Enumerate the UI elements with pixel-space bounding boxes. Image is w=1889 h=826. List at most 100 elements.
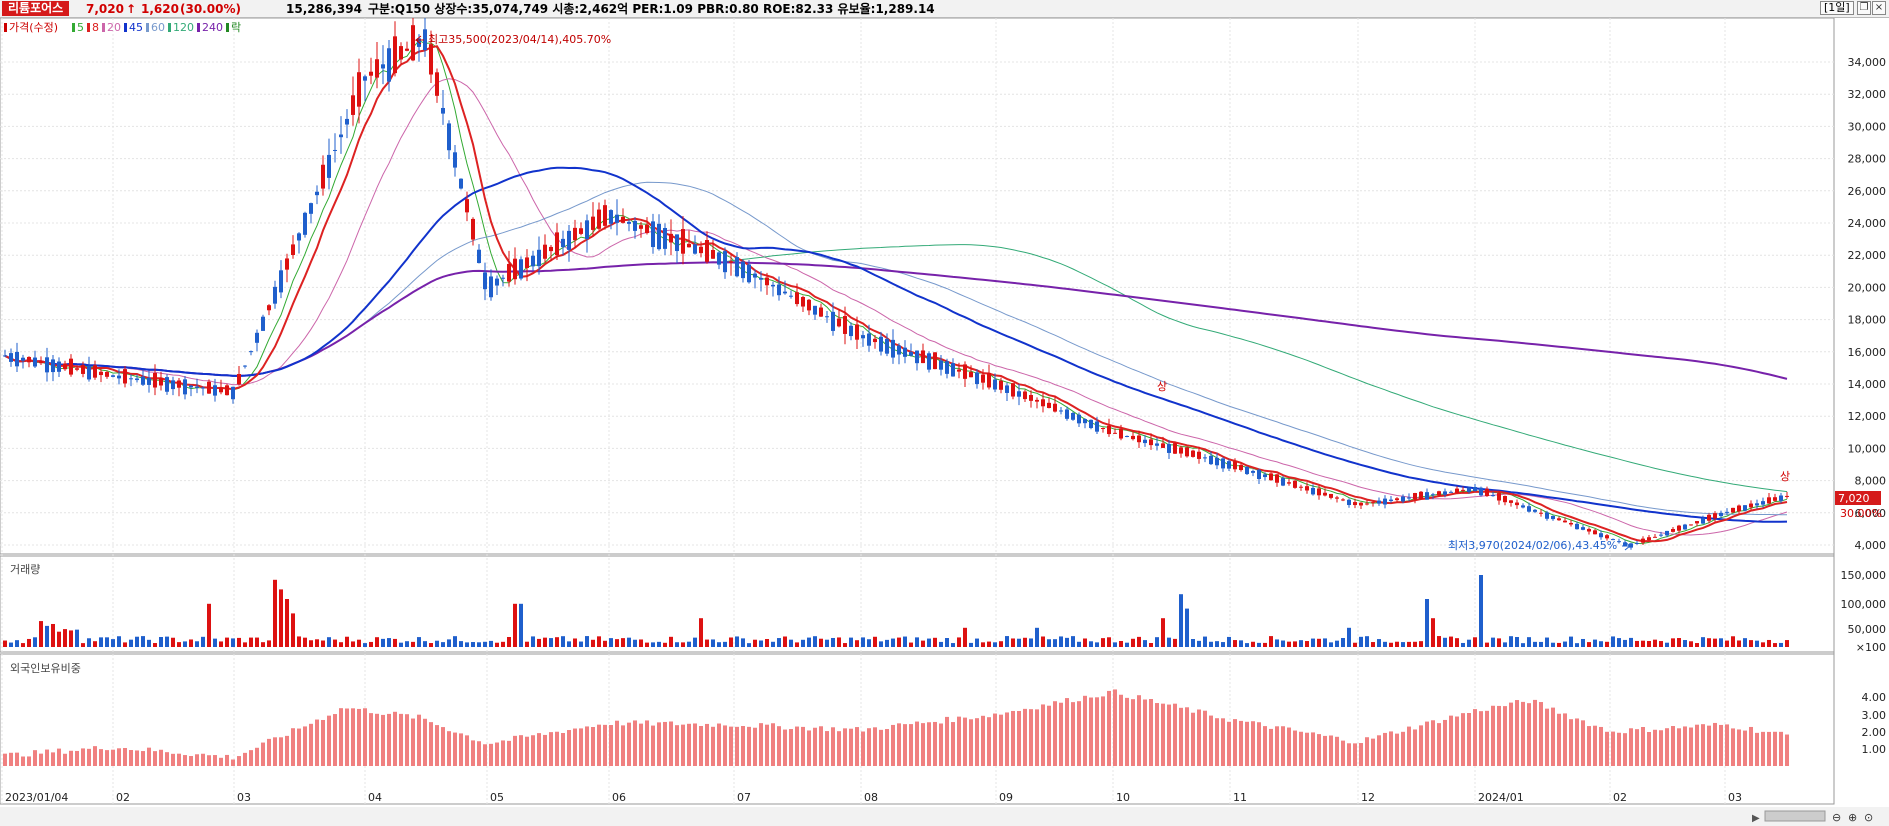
foreign-bar xyxy=(567,730,571,766)
x-tick-label: 03 xyxy=(237,791,251,804)
volume-bar xyxy=(1413,641,1417,647)
candle xyxy=(51,359,55,373)
price-legend: 가격(수정) 5 8 20 45 60 120 240 락 xyxy=(4,21,241,34)
candle xyxy=(723,251,727,273)
volume-bar xyxy=(1731,636,1735,647)
chart-area[interactable]: 가격(수정) 5 8 20 45 60 120 240 락 34,000 32,000 30,000… xyxy=(0,18,1889,826)
foreign-bar xyxy=(1713,722,1717,766)
candle xyxy=(1215,457,1219,466)
volume-bar xyxy=(825,639,829,647)
candle xyxy=(939,360,943,370)
volume-bar xyxy=(489,640,493,647)
foreign-bar xyxy=(1029,709,1033,766)
candle xyxy=(1533,509,1537,512)
foreign-bar xyxy=(387,713,391,766)
volume-bar xyxy=(1095,642,1099,647)
volume-bar xyxy=(1563,641,1567,647)
foreign-bar xyxy=(1299,731,1303,766)
foreign-bar xyxy=(663,721,667,766)
foreign-bar xyxy=(315,719,319,766)
stock-name[interactable]: 리튬포어스 xyxy=(2,1,70,16)
zoom-reset-icon[interactable]: ⊙ xyxy=(1864,811,1873,824)
candle xyxy=(591,216,595,230)
candle xyxy=(849,325,853,337)
candle xyxy=(891,339,895,358)
candle xyxy=(1473,487,1477,492)
candle xyxy=(1455,488,1459,493)
y-tick-label: 22,000 xyxy=(1848,249,1887,262)
foreign-bar xyxy=(1017,710,1021,766)
foreign-bar xyxy=(147,747,151,766)
candle xyxy=(1653,536,1657,538)
foreign-bar xyxy=(1503,706,1507,766)
candle xyxy=(1005,385,1009,393)
candle xyxy=(1581,527,1585,530)
candle xyxy=(1509,500,1513,503)
candle xyxy=(615,214,619,223)
candle xyxy=(1461,489,1465,491)
volume-bar xyxy=(369,641,373,647)
up-arrow-icon: ↑ xyxy=(126,2,137,16)
zoom-in-icon[interactable]: ⊕ xyxy=(1848,811,1857,824)
volume-bar xyxy=(915,637,919,647)
candle xyxy=(1143,439,1147,444)
legend-label: 240 xyxy=(202,21,223,34)
limit-up-mark: 상 xyxy=(1780,470,1790,483)
candle xyxy=(1197,451,1201,459)
zoom-out-icon[interactable]: ⊖ xyxy=(1832,811,1841,824)
candle xyxy=(243,365,247,367)
foreign-bar xyxy=(405,714,409,766)
candle xyxy=(1293,480,1297,488)
candle xyxy=(1773,497,1777,501)
volume-bar xyxy=(549,638,553,647)
volume-bar xyxy=(1551,642,1555,647)
candle xyxy=(495,278,499,286)
foreign-bar xyxy=(237,756,241,766)
volume-bar xyxy=(1299,640,1303,647)
legend-swatch xyxy=(4,23,7,32)
y-tick-label: 20,000 xyxy=(1848,281,1887,294)
candle xyxy=(639,225,643,229)
foreign-bar xyxy=(1437,723,1441,766)
volume-bar xyxy=(105,637,109,647)
foreign-bar xyxy=(693,723,697,766)
candle xyxy=(603,205,607,226)
x-tick-label: 03 xyxy=(1728,791,1742,804)
foreign-bar xyxy=(1143,699,1147,766)
volume-bar xyxy=(1203,636,1207,647)
zoom-controls[interactable]: ⊖ ⊕ ⊙ xyxy=(1832,811,1873,824)
volume-bar xyxy=(429,643,433,647)
period-selector[interactable]: [1일] xyxy=(1820,1,1854,15)
scroll-right-icon[interactable]: ▶ xyxy=(1752,813,1760,824)
candle xyxy=(237,373,241,385)
candle xyxy=(1719,512,1723,517)
foreign-bar xyxy=(1557,713,1561,766)
candle xyxy=(33,357,37,367)
foreign-bar xyxy=(1407,726,1411,766)
volume-bar xyxy=(267,640,271,647)
volume-bar xyxy=(1155,637,1159,647)
chart-scrollbar[interactable] xyxy=(1764,810,1826,822)
restore-icon[interactable]: ❐ xyxy=(1857,1,1871,15)
candle xyxy=(315,191,319,196)
foreign-bar xyxy=(1323,735,1327,766)
volume-bar xyxy=(1575,643,1579,647)
volume-bar xyxy=(1005,636,1009,647)
foreign-bar xyxy=(999,714,1003,766)
foreign-bar xyxy=(1347,743,1351,766)
close-icon[interactable]: × xyxy=(1872,1,1886,15)
volume-bar xyxy=(621,638,625,647)
volume-bar xyxy=(57,631,61,647)
foreign-bar xyxy=(927,722,931,766)
foreign-bar xyxy=(417,714,421,766)
foreign-bar xyxy=(1683,726,1687,766)
foreign-bar xyxy=(111,749,115,766)
foreign-bar xyxy=(303,726,307,766)
volume-bar xyxy=(87,638,91,647)
foreign-bar xyxy=(627,722,631,766)
volume-bar xyxy=(657,641,661,647)
volume-bar xyxy=(345,636,349,647)
foreign-bar xyxy=(525,736,529,766)
volume-bar xyxy=(531,636,535,647)
volume-bar xyxy=(1593,639,1597,647)
